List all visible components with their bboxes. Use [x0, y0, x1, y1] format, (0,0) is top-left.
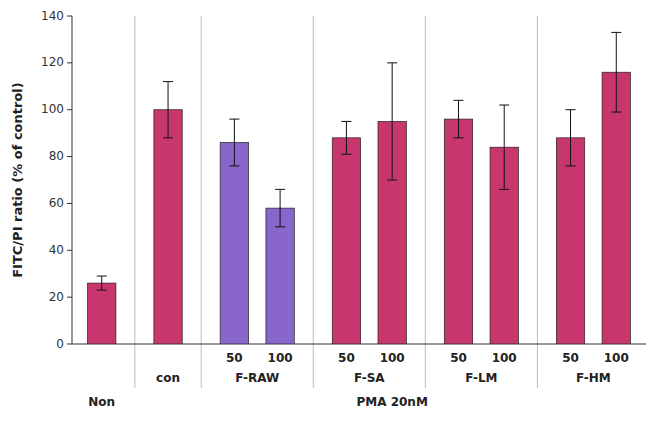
- group-separator: [134, 16, 135, 388]
- bar: [556, 138, 584, 344]
- y-tick: [67, 16, 72, 17]
- y-tick-label: 80: [49, 149, 64, 163]
- y-tick-label: 120: [41, 55, 64, 69]
- y-tick-label: 0: [56, 337, 64, 351]
- error-bar-cap: [566, 165, 576, 166]
- y-tick: [67, 109, 72, 110]
- error-bar-cap: [163, 81, 173, 82]
- error-bar-cap: [163, 137, 173, 138]
- error-bar-line: [346, 121, 347, 154]
- y-axis: 0 20 40 60 80 100 120 140: [41, 9, 646, 351]
- y-tick: [67, 250, 72, 251]
- error-bar: [97, 276, 107, 290]
- error-bar: [499, 105, 509, 189]
- separators: [135, 16, 537, 388]
- error-bar-line: [234, 119, 235, 166]
- error-bar-cap: [453, 137, 463, 138]
- y-axis-line: [72, 16, 73, 344]
- x-tick-label: 50: [450, 351, 467, 365]
- error-bar-line: [504, 105, 505, 189]
- error-bar: [453, 100, 463, 137]
- error-bar: [387, 63, 397, 180]
- bar: [220, 143, 248, 344]
- error-bar: [229, 119, 239, 166]
- bar: [88, 283, 116, 344]
- error-bar: [566, 110, 576, 166]
- error-bar-cap: [566, 109, 576, 110]
- group-separator: [313, 16, 314, 388]
- error-bar: [275, 189, 285, 226]
- error-bar: [163, 82, 173, 138]
- error-bar-cap: [499, 189, 509, 190]
- error-bar-line: [570, 110, 571, 166]
- group-label: F-LM: [465, 371, 497, 385]
- group-label: F-HM: [576, 371, 611, 385]
- error-bar-line: [168, 82, 169, 138]
- y-tick: [67, 203, 72, 204]
- treatment-label: Non: [88, 395, 115, 409]
- x-tick-label: 50: [338, 351, 355, 365]
- error-bar-cap: [341, 154, 351, 155]
- y-tick-label: 60: [49, 196, 64, 210]
- group-label: con: [156, 371, 180, 385]
- group-separator: [537, 16, 538, 388]
- error-bar-cap: [387, 62, 397, 63]
- y-tick: [67, 156, 72, 157]
- x-tick-label: 50: [562, 351, 579, 365]
- y-tick: [67, 297, 72, 298]
- error-bar-line: [392, 63, 393, 180]
- bar: [266, 208, 294, 344]
- error-bar-cap: [387, 180, 397, 181]
- error-bar-cap: [229, 165, 239, 166]
- error-bar-cap: [499, 105, 509, 106]
- x-tick-label: 100: [492, 351, 517, 365]
- y-tick: [67, 344, 72, 345]
- error-bar-cap: [453, 100, 463, 101]
- bar: [154, 110, 182, 344]
- group-label: F-SA: [354, 371, 385, 385]
- y-axis-label: FITC/PI ratio (% of control): [10, 82, 25, 278]
- treatment-label: PMA 20nM: [356, 395, 427, 409]
- error-bar-cap: [97, 290, 107, 291]
- group-separator: [201, 16, 202, 388]
- chart-container: 0 20 40 60 80 100 120 140 FITC/PI ratio (% of co…: [0, 0, 662, 440]
- bar: [444, 119, 472, 344]
- error-bar-cap: [275, 189, 285, 190]
- y-tick: [67, 62, 72, 63]
- bar: [332, 138, 360, 344]
- group-separator: [425, 16, 426, 388]
- y-tick-label: 40: [49, 243, 64, 257]
- group-label: F-RAW: [235, 371, 279, 385]
- bars: [88, 32, 631, 344]
- x-tick-label: 50: [226, 351, 243, 365]
- y-tick-label: 100: [41, 102, 64, 116]
- error-bar-line: [458, 100, 459, 137]
- error-bar-cap: [611, 32, 621, 33]
- x-tick-label: 100: [268, 351, 293, 365]
- error-bar-cap: [611, 112, 621, 113]
- x-labels: 50 100 50 100 50 100 50 100 con F-RAW F-SA F-LM F-HM…: [88, 351, 628, 409]
- x-tick-label: 100: [604, 351, 629, 365]
- error-bar-cap: [229, 119, 239, 120]
- error-bar-line: [616, 32, 617, 112]
- y-tick-label: 20: [49, 290, 64, 304]
- bar: [602, 72, 630, 344]
- error-bar: [611, 32, 621, 112]
- chart: 0 20 40 60 80 100 120 140 FITC/PI ratio (% of co…: [0, 0, 662, 440]
- error-bar-cap: [341, 121, 351, 122]
- error-bar-line: [101, 276, 102, 290]
- error-bar-cap: [275, 226, 285, 227]
- error-bar-line: [280, 189, 281, 226]
- error-bar-cap: [97, 276, 107, 277]
- x-tick-label: 100: [380, 351, 405, 365]
- error-bar: [341, 121, 351, 154]
- y-tick-label: 140: [41, 9, 64, 23]
